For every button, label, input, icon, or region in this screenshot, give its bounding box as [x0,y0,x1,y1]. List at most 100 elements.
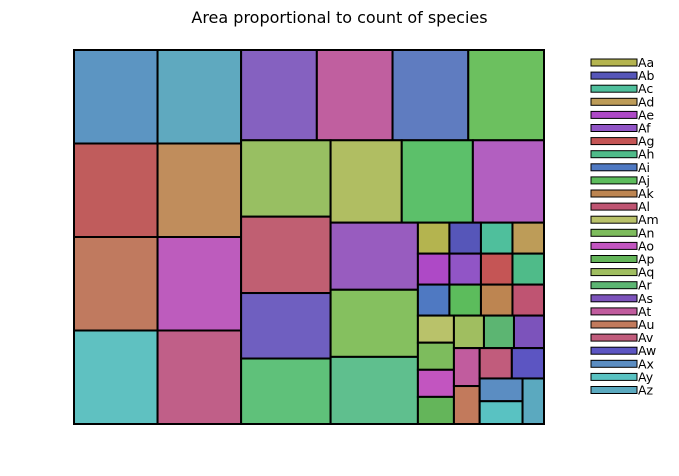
legend-swatch-ar [590,281,638,290]
legend-label-ad: Ad [638,94,654,109]
legend-swatch-ad [590,97,638,106]
legend-label-ag: Ag [638,134,655,149]
legend-label-as: As [638,291,653,306]
treemap-cell [73,142,159,238]
legend-label-ax: Ax [638,356,654,371]
legend-label-aj: Aj [638,173,650,188]
treemap-cell-aq [452,314,485,350]
legend-swatch-ac [590,84,638,93]
treemap-cell-at [452,347,481,388]
treemap-cell-ab [448,221,482,255]
legend-swatch-ap [590,255,638,263]
treemap-cell-av [478,347,513,380]
legend-label-ab: Ab [638,68,655,83]
treemap-cell-ag [479,252,514,286]
treemap-cell-aw [510,347,546,380]
legend-swatch-an [590,228,638,237]
legend-label-af: Af [638,121,651,136]
treemap-cell-ar [482,314,515,350]
legend-label-al: Al [638,199,650,214]
legend-swatch-ai [590,163,638,172]
legend-swatch-av [590,333,638,342]
treemap-cell-am [416,314,455,344]
legend-swatch-ae [590,110,638,119]
legend-swatch-az [590,386,638,394]
treemap-cell [240,49,318,142]
treemap-cell [391,49,470,142]
legend-label-at: At [638,304,651,319]
treemap-cell [467,49,545,142]
treemap-cell [156,329,243,425]
treemap-cell-an [416,341,455,371]
treemap-cell-ax [478,377,524,403]
legend-label-ao: Ao [638,238,654,253]
treemap-cell-af [448,252,482,286]
treemap-cell-ak [479,283,514,317]
legend-label-ak: Ak [638,186,655,201]
legend-swatch-ak [590,189,638,198]
legend-swatch-ag [590,137,638,146]
legend-swatch-ax [590,359,638,368]
legend-swatch-ah [590,150,638,159]
treemap-cell-aa [416,221,451,255]
plot-frame [73,49,545,425]
treemap-cell [240,215,332,295]
legend-swatch-aa [590,58,638,67]
legend-label-au: Au [638,317,654,332]
legend-swatch-aj [590,176,638,185]
legend-label-ar: Ar [638,278,653,293]
treemap-cell-ap [416,395,455,425]
legend-label-aq: Aq [638,265,654,280]
treemap-cell-ah [511,252,546,286]
legend-swatch-ay [590,372,638,381]
treemap-cell [471,139,545,224]
legend-label-am: Am [638,212,659,227]
legend-swatch-as [590,294,638,303]
treemap-cell-al [511,283,546,317]
treemap-cell [240,139,332,218]
legend-swatch-al [590,202,638,211]
legend-label-ac: Ac [638,81,653,96]
treemap-cell [156,236,243,332]
treemap-cell-az [521,377,545,425]
treemap-cell-ae [416,252,451,286]
treemap-cell [329,355,419,426]
treemap-cell-aj [448,283,482,317]
treemap-cell [329,221,419,291]
treemap-cell [240,292,332,360]
chart-title: Area proportional to count of species [191,8,488,27]
treemap-cell-ao [416,368,455,398]
legend-label-az: Az [638,383,654,398]
legend: AaAbAcAdAeAfAgAhAiAjAkAlAmAnAoApAqArAsAt… [590,55,659,398]
legend-swatch-au [590,320,638,329]
legend-label-av: Av [638,330,654,345]
treemap-cell [240,357,332,426]
legend-swatch-am [590,215,638,224]
treemap-cell-ac [479,221,514,255]
treemap-cells [73,49,546,426]
legend-label-ai: Ai [638,160,650,175]
treemap-cell [73,329,159,425]
treemap-cell [156,142,243,238]
treemap-cell [329,288,419,358]
treemap-cell [315,49,394,142]
treemap-cell-au [452,385,481,425]
legend-swatch-ab [590,71,638,80]
legend-swatch-aq [590,268,638,277]
treemap-cell [156,49,243,145]
treemap-cell [329,139,403,224]
legend-label-an: An [638,225,654,240]
treemap-cell-ad [511,221,546,255]
legend-label-aa: Aa [638,55,654,70]
legend-label-ay: Ay [638,369,654,384]
legend-swatch-ao [590,241,638,250]
treemap-cell [400,139,474,224]
treemap-cell [73,49,159,145]
legend-label-ap: Ap [638,252,655,267]
legend-swatch-af [590,124,638,132]
legend-label-ae: Ae [638,107,654,122]
treemap-cell-ay [478,400,524,425]
treemap-cell [73,236,159,332]
legend-swatch-at [590,307,638,316]
